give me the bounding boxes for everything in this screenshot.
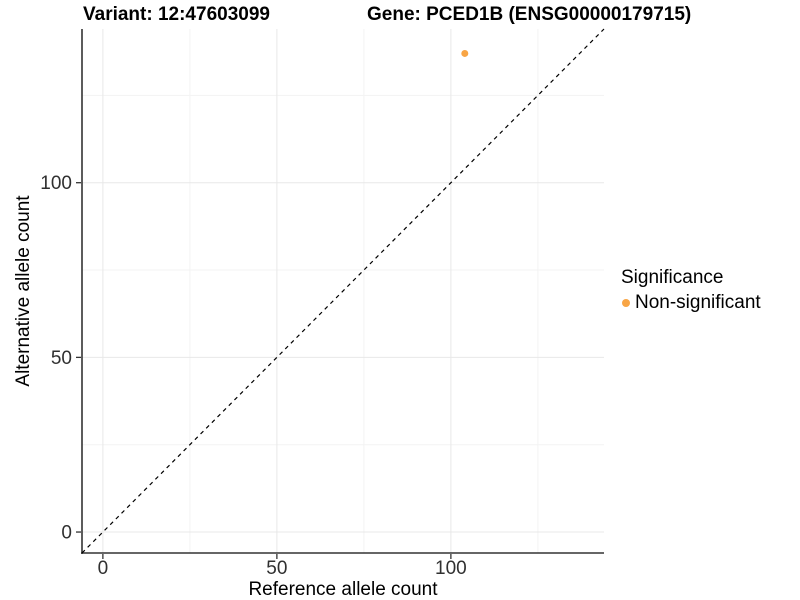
legend-point-icon xyxy=(622,299,630,307)
data-point xyxy=(461,49,469,57)
x-tick-label: 50 xyxy=(266,558,287,579)
plot-title-variant: Variant: 12:47603099 xyxy=(83,4,270,25)
x-axis-title: Reference allele count xyxy=(248,579,438,600)
y-tick-label: 50 xyxy=(51,348,72,369)
y-tick-label: 0 xyxy=(61,523,72,544)
x-tick-label: 0 xyxy=(98,558,109,579)
identity-dashed-line xyxy=(81,28,605,554)
y-axis-title: Alternative allele count xyxy=(13,195,34,387)
legend-title: Significance xyxy=(621,267,724,288)
plot-title-gene: Gene: PCED1B (ENSG00000179715) xyxy=(367,4,692,25)
legend-item: Non-significant xyxy=(621,292,761,314)
x-tick-label: 100 xyxy=(435,558,467,579)
legend-item-label: Non-significant xyxy=(635,292,761,313)
legend: Significance Non-significant xyxy=(621,267,761,314)
y-tick-label: 100 xyxy=(40,173,72,194)
